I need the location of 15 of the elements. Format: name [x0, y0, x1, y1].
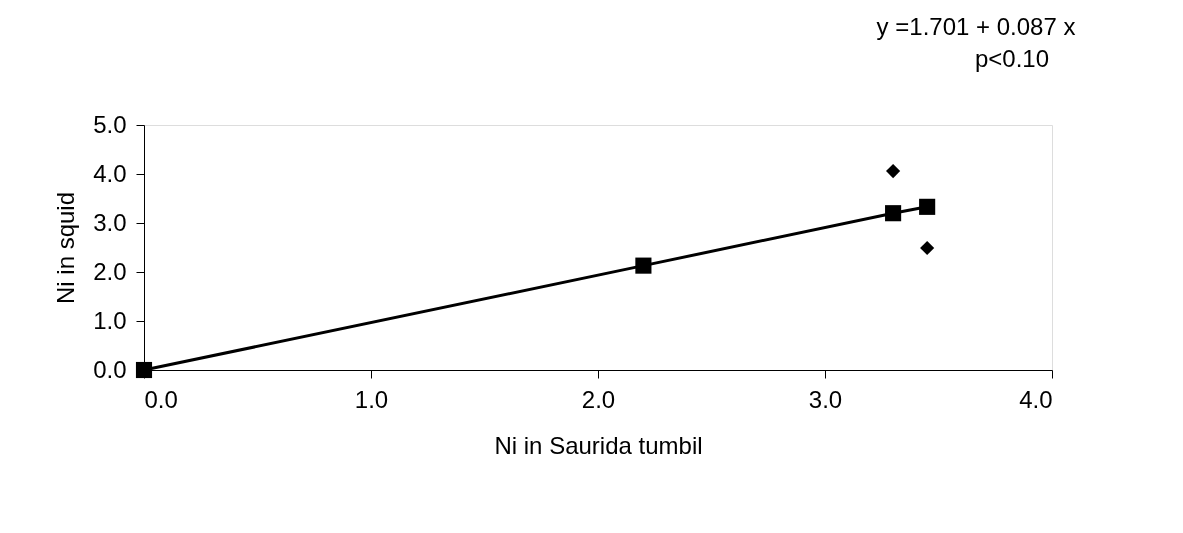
text: y =1.701 + 0.087 x — [876, 13, 1076, 40]
x-tick-label: 0.0 — [144, 385, 178, 413]
x-tick-label: 4.0 — [1019, 385, 1053, 413]
y-tick-label: 2.0 — [93, 257, 127, 285]
y-tick-label: 5.0 — [93, 110, 127, 138]
text: p<0.10 — [974, 45, 1050, 72]
y-tick-label: 3.0 — [93, 208, 127, 236]
y-tick-label: 4.0 — [93, 159, 127, 187]
x-tick-label: 3.0 — [808, 385, 843, 413]
x-axis-title: Ni in Saurida tumbil — [494, 431, 703, 459]
x-tick-label: 2.0 — [581, 385, 616, 413]
x-tick-label: 1.0 — [354, 385, 389, 413]
y-axis-title: Ni in squid — [52, 191, 80, 305]
y-tick-label: 0.0 — [93, 355, 127, 383]
y-tick-label: 1.0 — [93, 306, 127, 334]
